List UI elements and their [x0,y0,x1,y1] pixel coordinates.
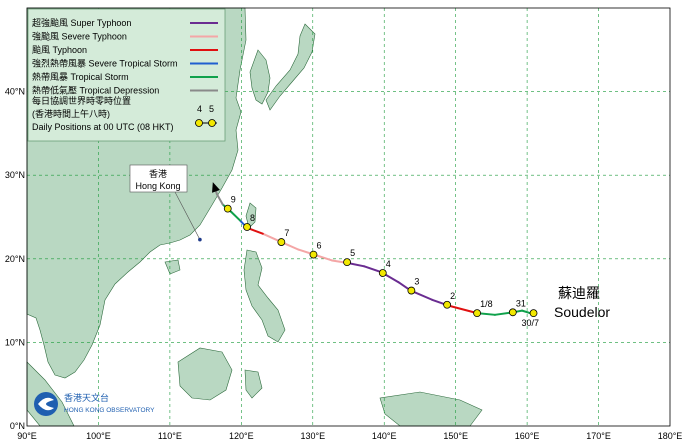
legend-item-label: 熱帶風暴 Tropical Storm [32,71,129,82]
daily-position-marker [529,309,538,318]
philippines [243,249,286,343]
legend-sample-num-1: 4 [197,104,202,114]
daily-position-label: 9 [231,195,236,205]
daily-position-label: 2 [450,291,455,301]
daily-position-label: 30/7 [522,318,540,328]
storm-name-en: Soudelor [554,304,610,320]
hong-kong-callout: 香港 Hong Kong [129,164,202,242]
track-segment [230,210,241,222]
legend-item-label: 強颱風 Severe Typhoon [32,31,127,42]
x-tick-label: 110°E [158,431,182,441]
legend-note-hkt: (香港時間上午八時) [32,108,110,119]
legend-item-label: 颱風 Typhoon [32,45,87,55]
storm-name-cn: 蘇迪羅 [558,285,600,301]
legend-note-cn: 每日協調世界時零時位置 [32,95,131,106]
daily-position-label: 8 [250,213,255,223]
daily-position-marker [378,269,387,277]
hong-kong-leader-line [174,191,201,240]
legend-sample-num-2: 5 [209,104,214,114]
hko-logo-text-cn: 香港天文台 [64,392,109,403]
x-tick-label: 130°E [300,431,325,441]
korea-peninsula [249,49,271,105]
x-tick-label: 180°E [658,431,683,441]
hong-kong-marker [198,237,202,242]
y-tick-label: 0°N [10,421,25,431]
y-tick-label: 30°N [5,170,25,180]
track-arrow-head [212,182,220,193]
x-tick-label: 160°E [515,431,540,441]
x-tick-label: 90°E [17,431,37,441]
legend: 超強颱風 Super Typhoon 強颱風 Severe Typhoon 颱風 T… [27,8,226,142]
hong-kong-label-en: Hong Kong [135,181,180,191]
daily-position-marker [508,308,517,317]
hainan [164,259,181,275]
hong-kong-label-cn: 香港 [149,168,167,179]
daily-position-marker [277,238,286,246]
daily-position-marker [407,286,416,295]
track-segment [447,304,479,315]
legend-note-en: Daily Positions at 00 UTC (08 HKT) [32,122,174,132]
track-segment [216,193,224,206]
hong-kong-label-box [129,164,188,193]
daily-position-marker [473,309,482,318]
legend-item-label: 強烈熱帶風暴 Severe Tropical Storm [32,58,178,69]
daily-position-marker [243,223,251,231]
daily-position-label: 5 [350,248,355,258]
sulawesi [244,369,263,399]
x-tick-label: 100°E [86,431,111,441]
map-frame [26,7,671,427]
daily-position-label: 6 [316,241,321,251]
y-axis-ticks: 0°N 10°N 20°N 30°N 40°N [5,87,25,431]
legend-item-label: 超強颱風 Super Typhoon [32,17,131,28]
daily-position-marker [223,204,232,213]
x-tick-label: 140°E [372,431,397,441]
hko-logo-swirl [38,397,54,411]
daily-position-marker [309,250,318,259]
legend-sample-dot-2 [208,119,216,127]
borneo [177,347,233,401]
new-guinea [379,391,483,427]
daily-position-label: 31 [516,298,526,308]
hko-logo: 香港天文台 HONG KONG OBSERVATORY [34,392,155,416]
x-tick-label: 120°E [229,431,254,441]
y-tick-label: 40°N [5,87,25,97]
grid-lines [27,8,670,426]
daily-positions: 30/7 31 1/8 2 3 4 5 6 7 8 9 [223,195,540,328]
daily-position-label: 1/8 [480,299,493,309]
daily-position-marker [443,300,451,309]
daily-position-label: 4 [386,259,391,269]
track-segment [363,265,383,274]
x-axis-ticks: 90°E 100°E 110°E 120°E 130°E 140°E 150°E 160°E 1… [17,431,682,441]
y-tick-label: 10°N [5,337,25,347]
japan [265,23,316,111]
legend-box [27,8,226,142]
x-tick-label: 150°E [443,431,468,441]
hko-logo-text-en: HONG KONG OBSERVATORY [64,407,155,414]
legend-item-label: 熱帶低氣壓 Tropical Depression [32,85,159,96]
daily-position-label: 3 [414,277,419,287]
taiwan [245,202,257,229]
x-tick-label: 170°E [586,431,611,441]
daily-position-marker [343,258,351,267]
legend-sample-dot-1 [195,119,203,127]
y-tick-label: 20°N [5,254,25,264]
daily-position-label: 7 [284,228,289,238]
